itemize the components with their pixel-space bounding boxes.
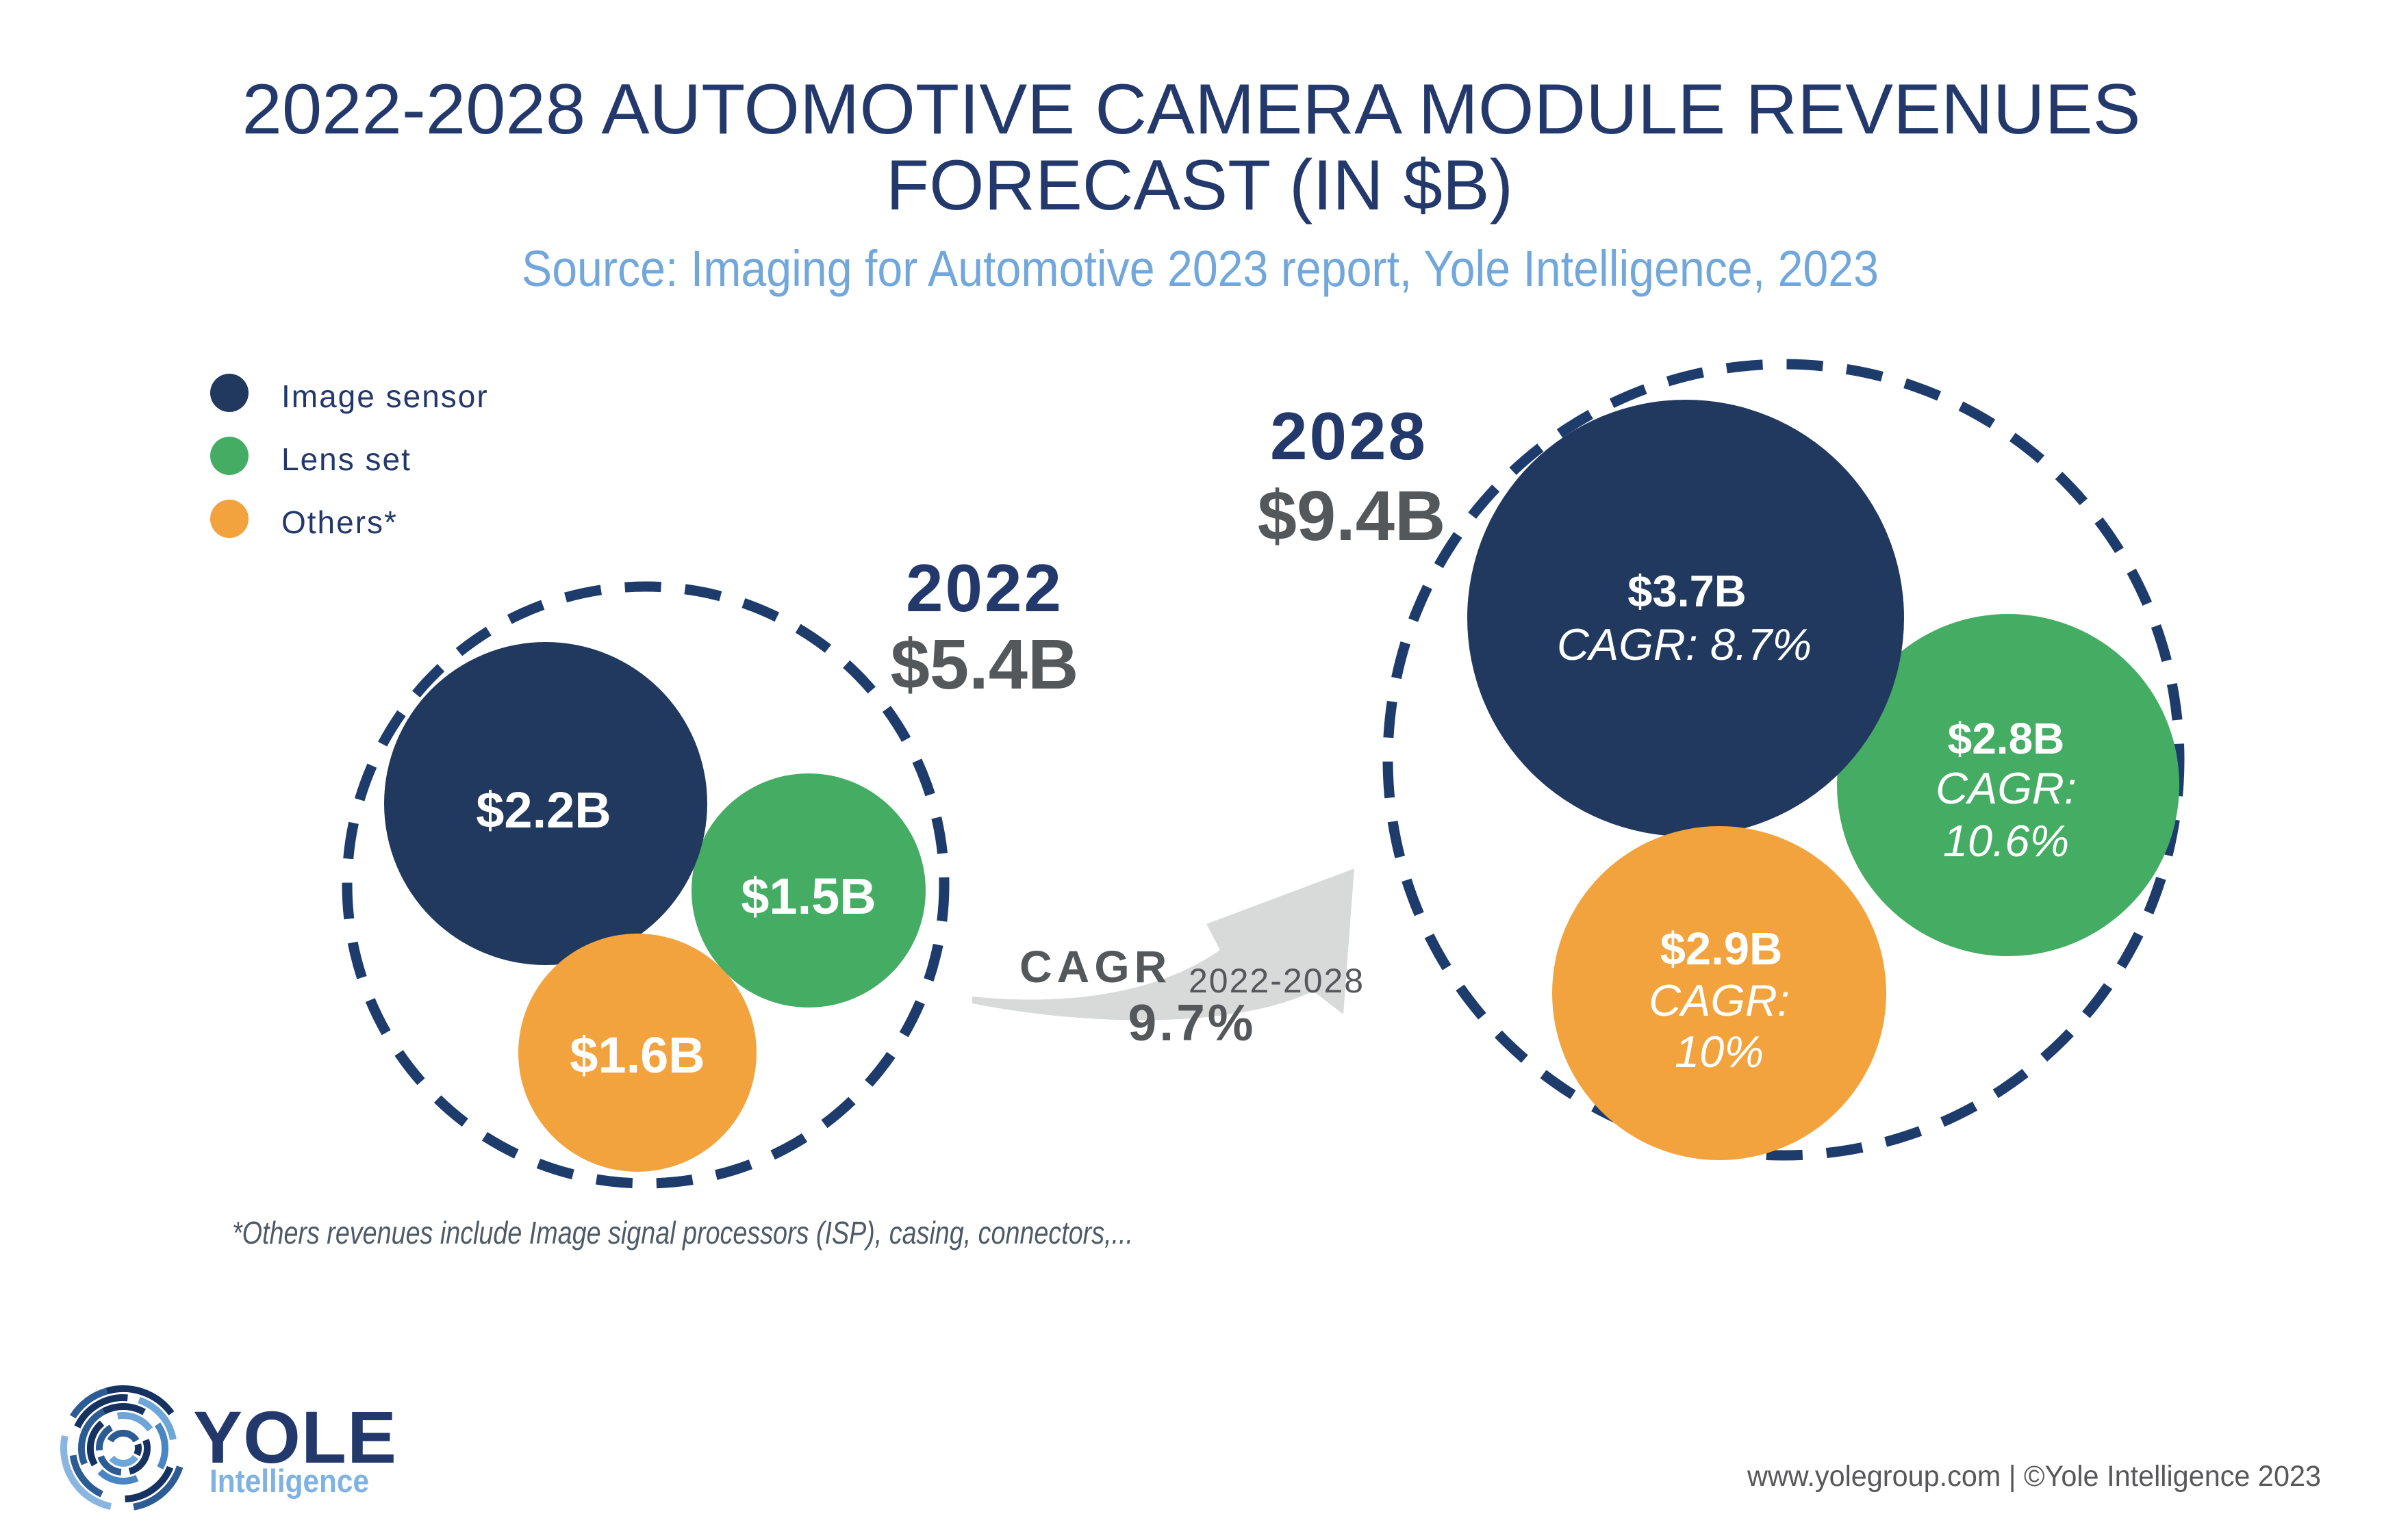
svg-text:*Others revenues include Image: *Others revenues include Image signal pr… (232, 1215, 1133, 1250)
svg-text:Intelligence: Intelligence (210, 1463, 369, 1499)
svg-text:YOLE: YOLE (193, 1396, 397, 1478)
svg-text:CAGR: CAGR (1019, 941, 1171, 992)
svg-text:$2.2B: $2.2B (476, 782, 611, 838)
svg-text:$1.6B: $1.6B (570, 1027, 705, 1083)
svg-text:Lens set: Lens set (281, 441, 411, 477)
svg-text:$5.4B: $5.4B (891, 625, 1079, 704)
svg-text:9.7%: 9.7% (1128, 994, 1256, 1051)
svg-text:2028: 2028 (1270, 398, 1428, 474)
svg-text:2022: 2022 (906, 550, 1063, 626)
svg-text:$9.4B: $9.4B (1258, 476, 1446, 555)
svg-text:Source: Imaging for Automotive: Source: Imaging for Automotive 2023 repo… (522, 240, 1879, 297)
svg-text:$3.7B: $3.7B (1627, 566, 1746, 616)
svg-text:Image sensor: Image sensor (281, 378, 489, 414)
svg-text:10.6%: 10.6% (1943, 816, 2069, 866)
svg-text:CAGR:: CAGR: (1649, 975, 1790, 1025)
svg-text:www.yolegroup.com | ©Yole Inte: www.yolegroup.com | ©Yole Intelligence 2… (1747, 1460, 2321, 1493)
svg-text:CAGR:: CAGR: (1936, 763, 2077, 813)
svg-text:$2.8B: $2.8B (1948, 714, 2065, 763)
svg-text:$2.9B: $2.9B (1660, 923, 1783, 975)
svg-text:10%: 10% (1675, 1027, 1764, 1077)
svg-text:CAGR: 8.7%: CAGR: 8.7% (1557, 619, 1812, 669)
svg-text:2022-2028 AUTOMOTIVE CAMERA MO: 2022-2028 AUTOMOTIVE CAMERA MODULE REVEN… (242, 70, 2141, 149)
svg-text:2022-2028: 2022-2028 (1189, 962, 1365, 1000)
svg-text:$1.5B: $1.5B (741, 868, 876, 925)
svg-text:FORECAST (IN $B): FORECAST (IN $B) (886, 146, 1513, 225)
svg-text:Others*: Others* (281, 504, 398, 540)
